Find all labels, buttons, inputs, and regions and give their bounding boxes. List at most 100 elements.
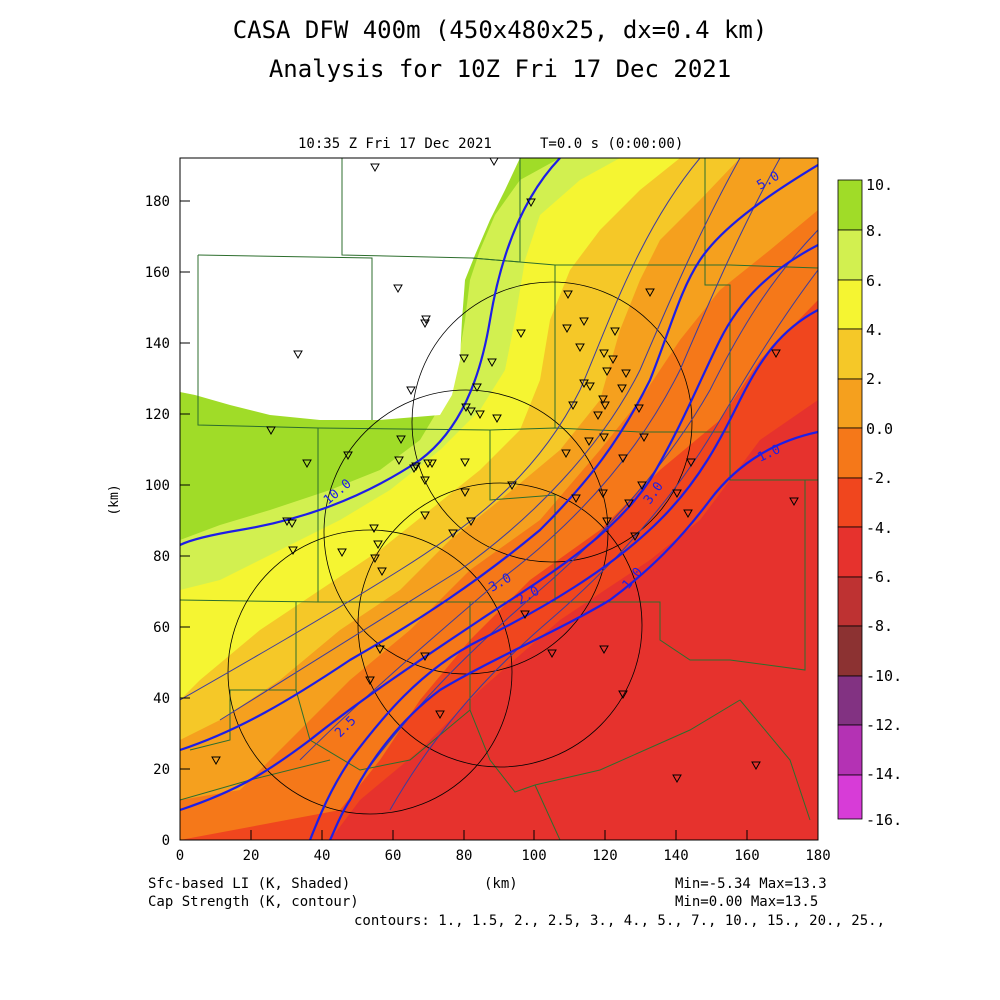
colorbar-swatch xyxy=(837,328,863,380)
colorbar-label: -8. xyxy=(866,617,893,635)
colorbar-swatch xyxy=(837,179,863,231)
station-marker xyxy=(288,546,298,556)
station-marker xyxy=(420,511,430,521)
y-tick-label: 40 xyxy=(153,691,170,707)
colorbar-label: -4. xyxy=(866,519,893,537)
station-marker xyxy=(460,458,470,468)
station-marker xyxy=(637,481,647,491)
station-marker xyxy=(435,710,445,720)
y-tick-label: 60 xyxy=(153,620,170,636)
footer-field1-range: Min=-5.34 Max=13.3 xyxy=(675,876,827,892)
colorbar-swatch xyxy=(837,625,863,677)
colorbar-label: -16. xyxy=(866,811,902,829)
station-marker xyxy=(369,524,379,534)
station-marker xyxy=(373,540,383,550)
footer-contours: contours: 1., 1.5, 2., 2.5, 3., 4., 5., … xyxy=(354,913,886,929)
station-marker xyxy=(293,350,303,360)
y-tick-label: 160 xyxy=(145,265,170,281)
station-marker xyxy=(634,404,644,414)
footer-field2-range: Min=0.00 Max=13.5 xyxy=(675,894,819,910)
station-marker xyxy=(420,476,430,486)
x-tick-label: 100 xyxy=(521,848,546,864)
station-marker xyxy=(343,451,353,461)
station-marker xyxy=(302,459,312,469)
station-marker xyxy=(393,284,403,294)
colorbar-label: 0.0 xyxy=(866,420,893,438)
colorbar-label: 2. xyxy=(866,370,884,388)
station-marker xyxy=(618,690,628,700)
colorbar xyxy=(837,179,863,820)
station-marker xyxy=(394,456,404,466)
station-marker xyxy=(365,676,375,686)
colorbar-label: 4. xyxy=(866,321,884,339)
station-marker xyxy=(492,414,502,424)
colorbar-swatch xyxy=(837,427,863,479)
station-marker xyxy=(516,329,526,339)
station-marker xyxy=(396,435,406,445)
station-marker xyxy=(266,426,276,436)
station-marker xyxy=(617,384,627,394)
colorbar-label: -10. xyxy=(866,667,902,685)
station-marker xyxy=(672,489,682,499)
station-marker xyxy=(645,288,655,298)
station-marker xyxy=(600,401,610,411)
station-marker xyxy=(571,494,581,504)
colorbar-swatch xyxy=(837,229,863,281)
station-marker xyxy=(406,386,416,396)
colorbar-label: 8. xyxy=(866,222,884,240)
contour-10 xyxy=(180,158,561,546)
station-marker xyxy=(771,349,781,359)
station-marker xyxy=(683,509,693,519)
county-lines xyxy=(180,158,818,840)
x-tick-label: 120 xyxy=(592,848,617,864)
y-tick-label: 80 xyxy=(153,549,170,565)
colorbar-swatch xyxy=(837,526,863,578)
cap-contours-thick xyxy=(180,158,818,840)
contour-2 xyxy=(308,309,818,840)
colorbar-swatch xyxy=(837,279,863,330)
station-marker xyxy=(375,645,385,655)
y-tick-label: 20 xyxy=(153,762,170,778)
station-marker xyxy=(472,383,482,393)
colorbar-swatch xyxy=(837,774,863,820)
contour-1 xyxy=(329,430,818,840)
colorbar-label: -2. xyxy=(866,469,893,487)
station-marker xyxy=(377,567,387,577)
station-marker xyxy=(672,774,682,784)
station-marker xyxy=(579,317,589,327)
station-marker xyxy=(466,517,476,527)
station-marker xyxy=(520,610,530,620)
station-marker xyxy=(568,401,578,411)
station-marker xyxy=(475,410,485,420)
x-tick-label: 140 xyxy=(663,848,688,864)
station-marker xyxy=(686,458,696,468)
figure-title-line2: Analysis for 10Z Fri 17 Dec 2021 xyxy=(268,55,732,83)
station-marker xyxy=(420,652,430,662)
y-tick-label: 120 xyxy=(145,407,170,423)
y-tick-label: 100 xyxy=(145,478,170,494)
colorbar-swatch xyxy=(837,675,863,726)
no-data-region xyxy=(180,158,520,420)
valid-time: 10:35 Z Fri 17 Dec 2021 xyxy=(298,136,492,152)
footer-field2: Cap Strength (K, contour) xyxy=(148,894,359,910)
station-marker xyxy=(448,529,458,539)
x-tick-label: 0 xyxy=(176,848,184,864)
station-marker xyxy=(526,198,536,208)
station-marker xyxy=(585,382,595,392)
station-marker xyxy=(602,367,612,377)
station-marker xyxy=(598,489,608,499)
colorbar-label: 10. xyxy=(866,176,893,194)
station-marker xyxy=(507,481,517,491)
cap-contours-thin xyxy=(180,158,818,811)
x-tick-label: 40 xyxy=(314,848,331,864)
station-marker xyxy=(459,354,469,364)
station-marker xyxy=(599,433,609,443)
station-marker xyxy=(621,369,631,379)
station-marker xyxy=(598,395,608,405)
station-marker xyxy=(602,517,612,527)
station-marker xyxy=(337,548,347,558)
radar-rings xyxy=(227,281,693,815)
station-marker xyxy=(608,355,618,365)
colorbar-label: -12. xyxy=(866,716,902,734)
x-tick-label: 80 xyxy=(456,848,473,864)
